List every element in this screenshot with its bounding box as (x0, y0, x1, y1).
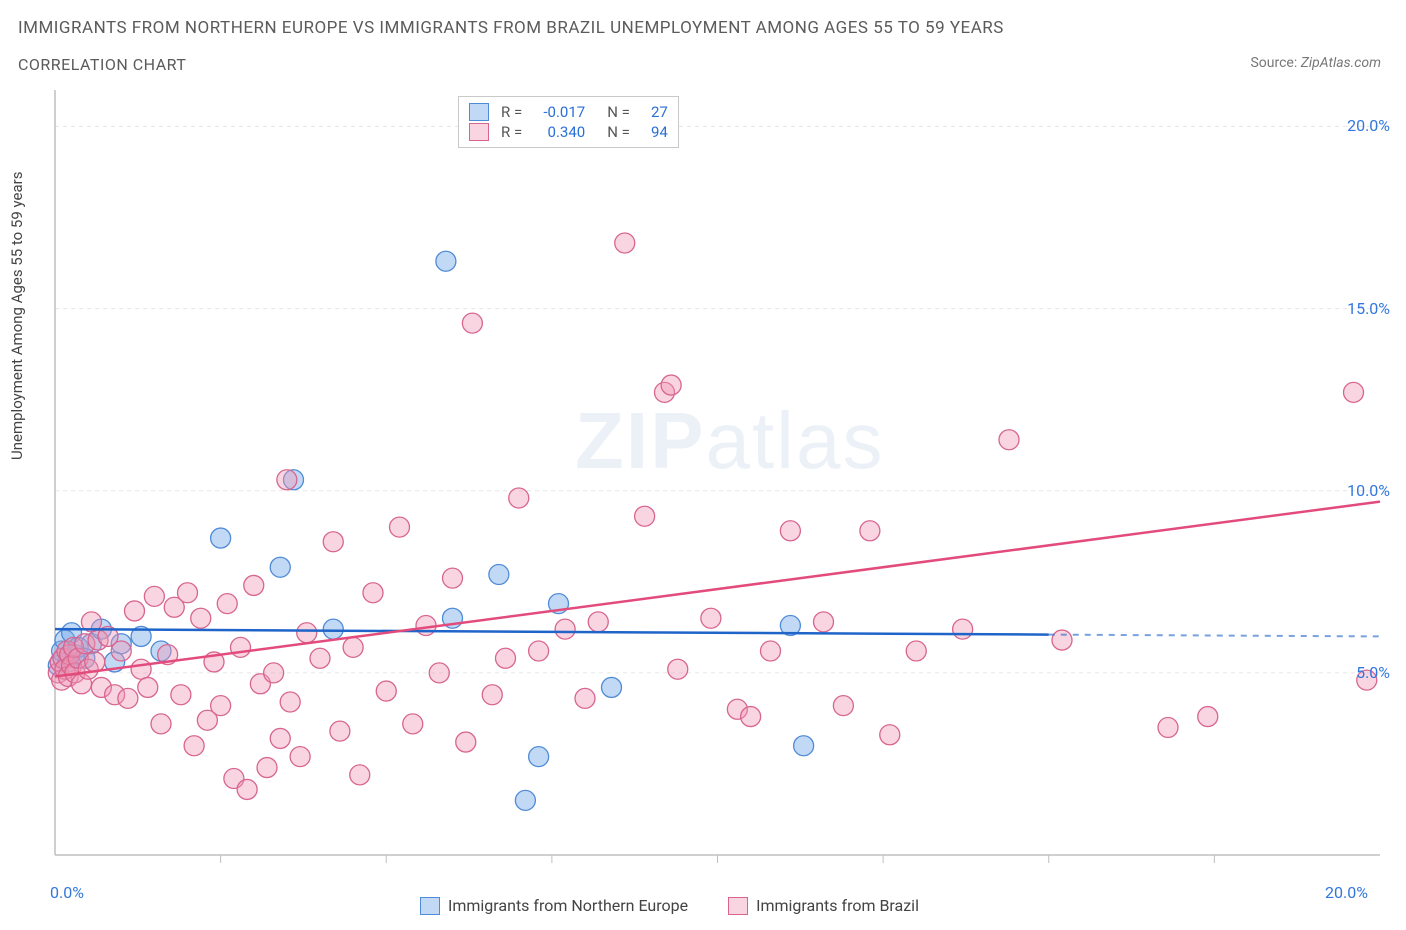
stats-legend-row: R = 0.340 N = 94 (469, 123, 668, 141)
stats-legend: R = -0.017 N = 27 R = 0.340 N = 94 (458, 96, 679, 148)
legend-swatch (728, 897, 748, 915)
x-tick-label: 0.0% (50, 883, 84, 902)
stat-label-r: R = (501, 103, 522, 121)
y-tick-label: 5.0% (1310, 663, 1390, 682)
legend-series-name: Immigrants from Northern Europe (448, 896, 688, 915)
legend-swatch (469, 103, 489, 121)
stat-label-r: R = (501, 123, 522, 141)
legend-item: Immigrants from Northern Europe (420, 896, 688, 915)
legend-swatch (469, 123, 489, 141)
legend-series-name: Immigrants from Brazil (756, 896, 919, 915)
legend-swatch (420, 897, 440, 915)
stats-legend-row: R = -0.017 N = 27 (469, 103, 668, 121)
x-tick-label: 20.0% (1325, 883, 1368, 902)
series-legend: Immigrants from Northern Europe Immigrant… (420, 896, 919, 915)
scatter-plot (0, 0, 1406, 930)
y-tick-label: 10.0% (1310, 481, 1390, 500)
stat-label-n: N = (607, 123, 630, 141)
y-tick-label: 20.0% (1310, 116, 1390, 135)
stat-value-r: 0.340 (530, 123, 585, 141)
stat-value-r: -0.017 (530, 103, 585, 121)
y-tick-label: 15.0% (1310, 299, 1390, 318)
stat-value-n: 27 (638, 103, 668, 121)
stat-value-n: 94 (638, 123, 668, 141)
stat-label-n: N = (607, 103, 630, 121)
legend-item: Immigrants from Brazil (728, 896, 919, 915)
